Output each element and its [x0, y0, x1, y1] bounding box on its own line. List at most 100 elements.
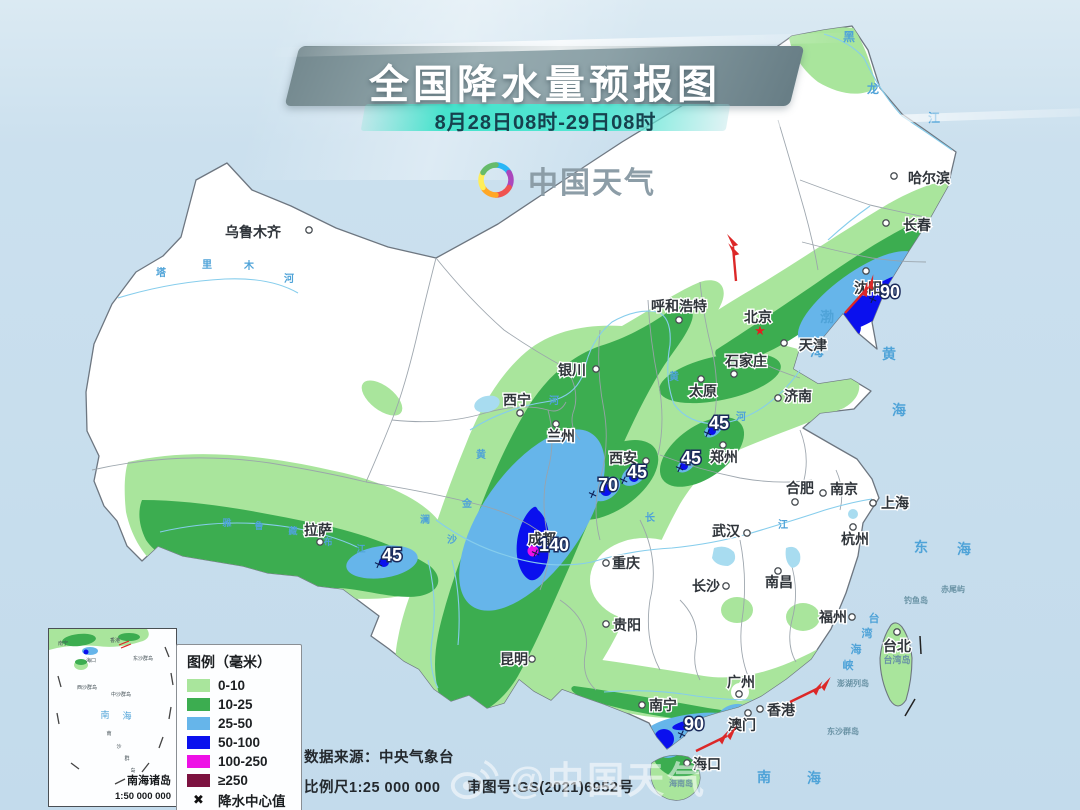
page-title: 全国降水量预报图 [369, 63, 721, 107]
city-label: 昆明 [500, 651, 528, 667]
city-label: 台北 [883, 638, 911, 654]
city-成都: 成都 [527, 530, 565, 548]
city-label: 南京 [830, 481, 858, 497]
city-marker-icon [305, 226, 313, 234]
inset-scale: 1:50 000 000 [115, 791, 171, 802]
precip-center-value: 45 [709, 413, 729, 433]
legend-swatch [187, 679, 210, 692]
legend-swatch [187, 698, 210, 711]
city-marker-icon [893, 628, 901, 636]
legend-range-label: 10-25 [218, 697, 253, 712]
city-marker-icon [642, 457, 650, 465]
city-哈尔滨: 哈尔滨 [890, 169, 951, 187]
city-武汉: 武汉 [711, 522, 751, 540]
city-label: 长沙 [692, 578, 720, 594]
geo-label: 海 [810, 343, 824, 359]
precip-center-value: 70 [598, 475, 618, 495]
city-长沙: 长沙 [691, 577, 730, 595]
city-marker-icon [719, 441, 727, 449]
precip-center-value: 45 [627, 462, 647, 482]
city-label: 兰州 [547, 428, 575, 444]
legend-title: 图例（毫米） [187, 654, 271, 670]
geo-label: 峡 [843, 658, 855, 672]
city-label: 上海 [881, 495, 909, 511]
precip-center: ✕45 [618, 461, 649, 489]
inset-label: 中沙群岛 [111, 691, 131, 698]
logo-text: 中国天气 [528, 167, 656, 200]
city-label: 贵阳 [613, 617, 641, 633]
city-marker-icon [316, 538, 324, 546]
geo-label: 鲁 [254, 520, 263, 531]
geo-label: 沙 [447, 534, 457, 546]
geo-label: 东 [914, 539, 928, 555]
city-香港: 香港 [756, 701, 797, 719]
geo-label: 渤 [820, 309, 834, 325]
precip-center-x-icon: ✕ [530, 547, 543, 561]
city-郑州: 郑州 [709, 441, 739, 466]
precip-center-value: 45 [382, 545, 402, 565]
city-label: 南昌 [765, 574, 793, 590]
legend-range-label: 100-250 [218, 754, 268, 769]
city-marker-icon [697, 375, 705, 383]
legend-range-label: 25-50 [218, 716, 253, 731]
approval-number: 审图号:GS(2021)6952号 [467, 780, 634, 796]
city-marker-icon [849, 523, 857, 531]
city-marker-icon [638, 701, 646, 709]
city-银川: 银川 [557, 361, 600, 379]
legend-range-label: 0-10 [218, 678, 246, 693]
precip-center-value: 90 [684, 714, 704, 734]
precip-center-x-icon: ✕ [618, 474, 631, 488]
city-太原: 太原 [688, 375, 718, 400]
city-西安: 西安 [608, 449, 650, 467]
city-label: 香港 [766, 702, 796, 718]
city-label: 福州 [818, 609, 847, 625]
city-label: 成都 [528, 531, 556, 547]
city-marker-icon [819, 489, 827, 497]
city-兰州: 兰州 [546, 420, 576, 445]
city-marker-icon [592, 365, 600, 373]
city-label: 长春 [903, 217, 932, 233]
inset-label: 南 [100, 709, 109, 720]
geo-label: 澜 [420, 513, 430, 526]
geo-label: 湾 [862, 626, 873, 640]
city-label: 乌鲁木齐 [225, 224, 282, 240]
geo-label: 海 [957, 541, 971, 557]
city-marker-icon [552, 420, 560, 428]
province-borders [91, 119, 931, 691]
city-label: 海口 [693, 756, 721, 772]
geo-label: 江 [356, 543, 365, 554]
precip-center: ✕140 [530, 534, 571, 562]
wind-barb-icon [695, 725, 737, 753]
city-长春: 长春 [882, 216, 933, 234]
city-西宁: 西宁 [502, 391, 532, 417]
forecast-period: 8月28日08时-29日08时 [434, 112, 657, 134]
precip-center-x-icon: ✕ [676, 728, 689, 742]
geo-label: 藏 [288, 525, 297, 536]
precip-center: ✕70 [587, 474, 620, 503]
legend-item: 50-100 [187, 733, 293, 752]
geo-label: 金 [461, 497, 473, 510]
city-南昌: 南昌 [764, 567, 794, 591]
city-label: 南宁 [649, 697, 677, 713]
inset-label: 岛 [130, 767, 135, 774]
city-天津: 天津 [780, 336, 828, 354]
precip-center-x-icon: ✕ [587, 488, 600, 502]
city-南宁: 南宁 [638, 696, 678, 714]
inset-label: 香港 [110, 637, 120, 644]
geo-label: 长 [645, 511, 656, 524]
precip-center-x-icon: ✕ [373, 558, 386, 572]
city-台北: 台北 [882, 628, 912, 655]
city-marker-icon [683, 759, 691, 767]
geo-label: 台湾岛 [883, 654, 910, 665]
city-marker-icon [774, 394, 782, 402]
legend-item: 25-50 [187, 714, 293, 733]
legend: 图例（毫米） 0-10 10-25 25-50 50-100 100-250 ≥250 ✖… [176, 644, 302, 810]
city-marker-icon [557, 537, 565, 545]
map-overlay: 黑龙江渤海黄海东海南海台湾海峡塔里木河黄河河黄长江金沙澜雅鲁藏布江钓鱼岛赤尾屿澎… [156, 30, 971, 788]
geo-label: 东沙群岛 [827, 726, 859, 736]
city-marker-icon [780, 339, 788, 347]
legend-item: 10-25 [187, 695, 293, 714]
geo-label: 河 [549, 395, 559, 407]
inset-label: 海 [122, 710, 131, 721]
